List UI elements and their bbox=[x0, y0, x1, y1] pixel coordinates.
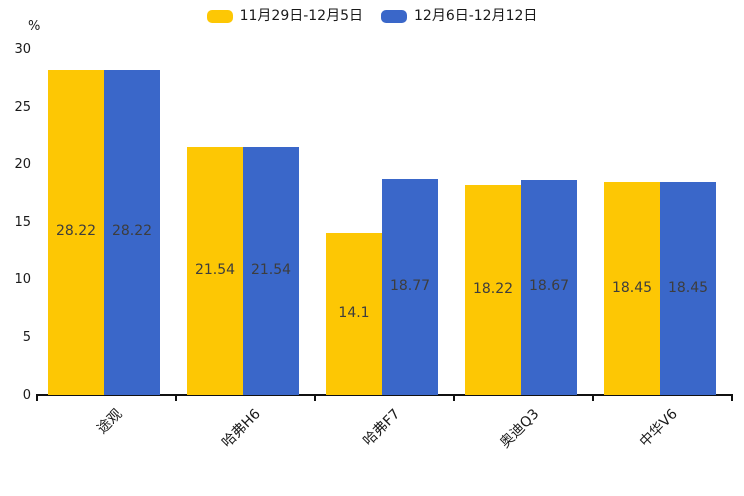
bar-value-label: 18.45 bbox=[611, 279, 653, 296]
x-axis-tick bbox=[731, 395, 733, 401]
bar-value-label: 21.54 bbox=[194, 261, 236, 278]
x-axis-category-label: 途观 bbox=[93, 406, 125, 438]
bar-week2: 18.45 bbox=[660, 182, 716, 395]
bar-week2: 21.54 bbox=[243, 146, 299, 395]
x-axis-line bbox=[36, 394, 733, 396]
y-axis-tick-label: 10 bbox=[14, 272, 31, 288]
bar-value-label: 18.22 bbox=[472, 281, 514, 298]
legend-label-week2: 12月6日-12月12日 bbox=[414, 8, 538, 24]
legend-item-week1: 11月29日-12月5日 bbox=[206, 6, 363, 26]
y-axis-unit-label: % bbox=[28, 19, 41, 34]
x-axis-category-label: 哈弗F7 bbox=[359, 406, 403, 450]
x-axis-category-label: 奥迪Q3 bbox=[496, 406, 542, 452]
x-axis-tick bbox=[314, 395, 316, 401]
bar-week1: 18.22 bbox=[465, 185, 521, 395]
legend-swatch-blue-icon bbox=[381, 9, 407, 23]
bar-week2: 18.77 bbox=[382, 178, 438, 395]
x-axis-category-label: 中华V6 bbox=[636, 406, 681, 451]
x-axis-tick bbox=[592, 395, 594, 401]
bar-week1: 28.22 bbox=[48, 69, 104, 395]
y-axis-tick-label: 20 bbox=[14, 157, 31, 173]
bar-value-label: 14.1 bbox=[338, 304, 370, 321]
legend-label-week1: 11月29日-12月5日 bbox=[239, 8, 363, 24]
legend: 11月29日-12月5日 12月6日-12月12日 bbox=[0, 6, 744, 26]
bar-value-label: 18.45 bbox=[667, 279, 709, 296]
y-axis-tick-label: 15 bbox=[14, 214, 31, 230]
x-axis-tick bbox=[175, 395, 177, 401]
bar-value-label: 28.22 bbox=[55, 223, 97, 240]
legend-item-week2: 12月6日-12月12日 bbox=[381, 6, 537, 26]
y-axis-tick-label: 0 bbox=[22, 387, 31, 403]
x-axis-tick bbox=[36, 395, 38, 401]
bar-week2: 18.67 bbox=[521, 179, 577, 395]
x-axis-tick bbox=[453, 395, 455, 401]
y-axis-tick-label: 30 bbox=[14, 41, 31, 57]
legend-swatch-yellow-icon bbox=[206, 9, 233, 23]
bar-week2: 28.22 bbox=[104, 69, 160, 395]
y-axis-tick-label: 5 bbox=[22, 329, 31, 345]
y-axis-tick-label: 25 bbox=[14, 99, 31, 115]
bar-week1: 14.1 bbox=[326, 232, 382, 395]
bar-value-label: 28.22 bbox=[111, 223, 153, 240]
bar-value-label: 18.67 bbox=[528, 278, 570, 295]
bar-value-label: 18.77 bbox=[389, 277, 431, 294]
x-axis-category-label: 哈弗H6 bbox=[219, 406, 264, 451]
bar-week1: 21.54 bbox=[187, 146, 243, 395]
bar-week1: 18.45 bbox=[604, 182, 660, 395]
bar-value-label: 21.54 bbox=[250, 261, 292, 278]
